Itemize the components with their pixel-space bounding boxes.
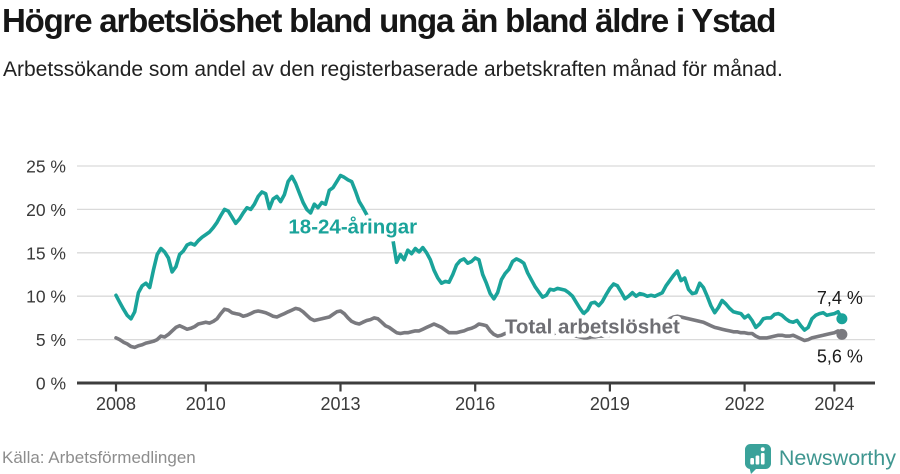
x-tick-label-2010: 2010	[186, 394, 226, 414]
series-line-total	[114, 306, 844, 350]
end-value-label-youth: 7,4 %	[817, 288, 863, 308]
x-tick-label-2019: 2019	[590, 394, 630, 414]
x-tick-label-2024: 2024	[814, 394, 854, 414]
y-tick-label-20: 20 %	[26, 200, 66, 220]
bar-chart-speech-bubble-icon	[744, 444, 771, 474]
end-value-label-total: 5,6 %	[817, 346, 863, 366]
newsworthy-brand: Newsworthy	[744, 443, 896, 474]
x-tick-label-2022: 2022	[725, 394, 765, 414]
series-label-total: Total arbetslöshet	[505, 315, 680, 338]
series-end-dot-total	[836, 328, 848, 340]
page-title: Högre arbetslöshet bland unga än bland ä…	[2, 2, 776, 39]
y-tick-label-0: 0 %	[36, 374, 66, 394]
y-tick-label-10: 10 %	[26, 287, 66, 307]
series-label-youth: 18-24-åringar	[288, 215, 417, 238]
brand-wordmark: Newsworthy	[778, 446, 896, 470]
y-tick-label-15: 15 %	[26, 243, 66, 263]
series-line-youth	[114, 173, 844, 332]
x-tick-label-2008: 2008	[96, 394, 136, 414]
x-tick-label-2016: 2016	[455, 394, 495, 414]
y-tick-label-5: 5 %	[36, 330, 66, 350]
y-tick-label-25: 25 %	[26, 157, 66, 177]
source-caption: Källa: Arbetsförmedlingen	[2, 448, 196, 467]
x-tick-label-2013: 2013	[320, 394, 360, 414]
chart-subtitle: Arbetssökande som andel av den registerb…	[3, 58, 783, 81]
series-end-dot-youth	[836, 313, 848, 325]
